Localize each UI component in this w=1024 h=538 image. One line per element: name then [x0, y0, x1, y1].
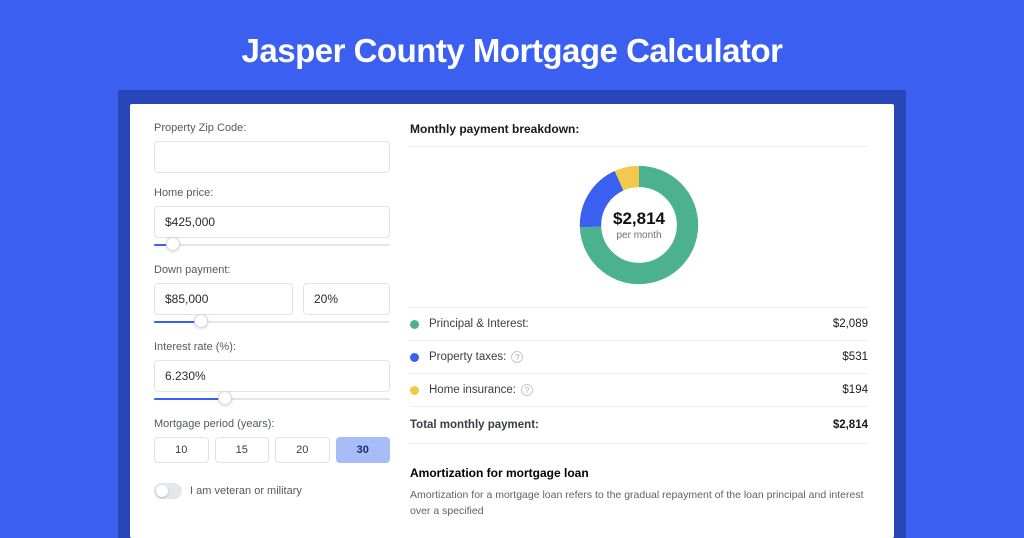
help-icon[interactable]: ? [511, 351, 523, 363]
veteran-label: I am veteran or military [190, 485, 302, 497]
total-value: $2,814 [833, 419, 868, 431]
legend-total-row: Total monthly payment: $2,814 [410, 406, 868, 444]
legend-label: Home insurance:? [429, 384, 842, 396]
rate-label: Interest rate (%): [154, 341, 390, 353]
calculator-card: Property Zip Code: Home price: Down paym… [118, 90, 906, 538]
down-label: Down payment: [154, 264, 390, 276]
down-percent-input[interactable] [303, 283, 390, 315]
legend-value: $194 [842, 384, 868, 396]
legend-row: Principal & Interest:$2,089 [410, 308, 868, 341]
veteran-toggle[interactable] [154, 483, 182, 499]
donut-sublabel: per month [616, 230, 661, 241]
payment-donut-chart: $2,814 per month [575, 161, 703, 289]
legend-row: Home insurance:?$194 [410, 374, 868, 406]
price-slider[interactable] [154, 240, 390, 250]
form-panel: Property Zip Code: Home price: Down paym… [130, 122, 390, 520]
down-slider[interactable] [154, 317, 390, 327]
legend-value: $531 [842, 351, 868, 363]
total-label: Total monthly payment: [410, 419, 833, 431]
legend-row: Property taxes:?$531 [410, 341, 868, 374]
legend-label: Property taxes:? [429, 351, 842, 363]
period-option-15[interactable]: 15 [215, 437, 270, 463]
legend-dot-icon [410, 320, 419, 329]
period-options: 10152030 [154, 437, 390, 463]
rate-input[interactable] [154, 360, 390, 392]
down-amount-input[interactable] [154, 283, 293, 315]
legend-value: $2,089 [833, 318, 868, 330]
rate-slider[interactable] [154, 394, 390, 404]
price-input[interactable] [154, 206, 390, 238]
legend-label: Principal & Interest: [429, 318, 833, 330]
period-label: Mortgage period (years): [154, 418, 390, 430]
amortization-heading: Amortization for mortgage loan [410, 466, 868, 488]
period-option-30[interactable]: 30 [336, 437, 391, 463]
period-option-20[interactable]: 20 [275, 437, 330, 463]
legend-dot-icon [410, 353, 419, 362]
amortization-text: Amortization for a mortgage loan refers … [410, 488, 868, 520]
zip-label: Property Zip Code: [154, 122, 390, 134]
donut-amount: $2,814 [613, 209, 665, 229]
zip-input[interactable] [154, 141, 390, 173]
breakdown-panel: Monthly payment breakdown: $2,814 per mo… [410, 122, 894, 520]
help-icon[interactable]: ? [521, 384, 533, 396]
breakdown-heading: Monthly payment breakdown: [410, 122, 868, 147]
legend-dot-icon [410, 386, 419, 395]
period-option-10[interactable]: 10 [154, 437, 209, 463]
price-label: Home price: [154, 187, 390, 199]
page-title: Jasper County Mortgage Calculator [0, 0, 1024, 90]
